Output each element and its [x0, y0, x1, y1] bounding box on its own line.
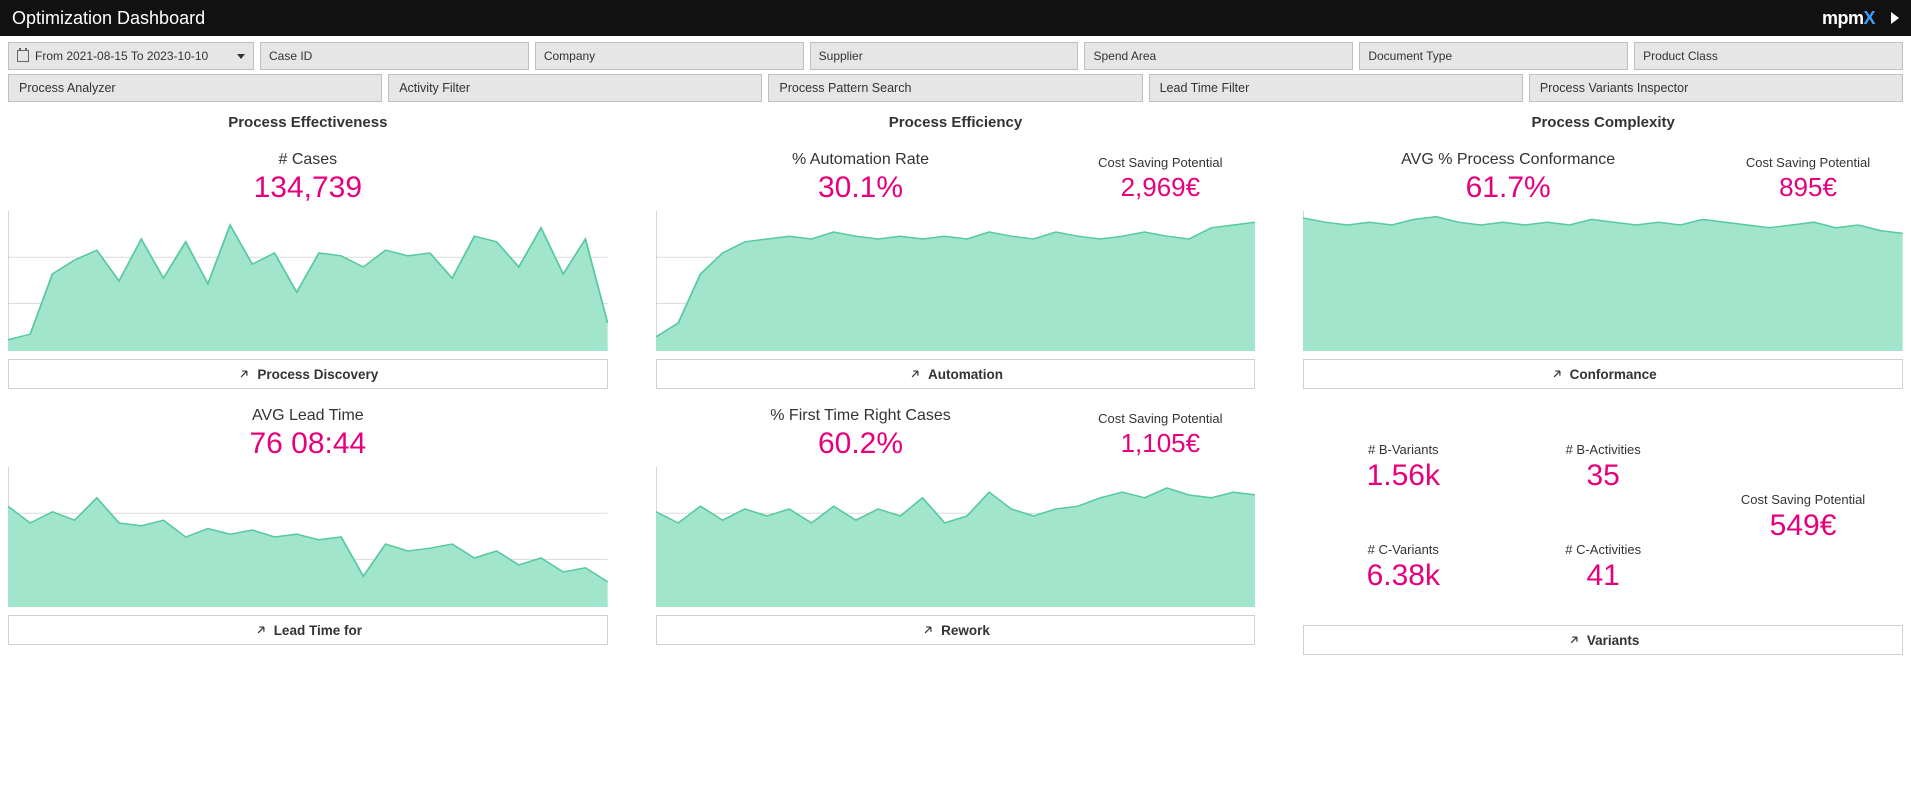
card-lead-time: AVG Lead Time 76 08:44 Lead Time for	[8, 407, 608, 655]
automation-cost-value: 2,969€	[1065, 172, 1255, 203]
share-icon	[921, 623, 935, 637]
variants-cost-label: Cost Saving Potential	[1703, 492, 1903, 507]
rework-link-label: Rework	[941, 623, 990, 638]
tool-process-variants-inspector[interactable]: Process Variants Inspector	[1529, 74, 1903, 102]
process-discovery-button[interactable]: Process Discovery	[8, 359, 608, 389]
share-icon	[1567, 633, 1581, 647]
card-automation: % Automation Rate 30.1% Cost Saving Pote…	[656, 151, 1256, 389]
card-cases: # Cases 134,739 Process Discovery	[8, 151, 608, 389]
card-ftr: % First Time Right Cases 60.2% Cost Savi…	[656, 407, 1256, 655]
process-discovery-label: Process Discovery	[257, 367, 378, 382]
filter-supplier[interactable]: Supplier	[810, 42, 1079, 70]
filter-document-type[interactable]: Document Type	[1359, 42, 1628, 70]
tool-lead-time-filter[interactable]: Lead Time Filter	[1149, 74, 1523, 102]
logo-text: mpm	[1822, 8, 1864, 29]
automation-link-label: Automation	[928, 367, 1003, 382]
cases-label: # Cases	[8, 151, 608, 169]
conformance-label: AVG % Process Conformance	[1303, 151, 1713, 169]
filter-company[interactable]: Company	[535, 42, 804, 70]
tool-activity-filter[interactable]: Activity Filter	[388, 74, 762, 102]
conformance-link-label: Conformance	[1570, 367, 1657, 382]
ftr-value: 60.2%	[656, 427, 1066, 461]
conformance-chart	[1303, 211, 1903, 351]
automation-value: 30.1%	[656, 171, 1066, 205]
automation-chart	[656, 211, 1256, 351]
automation-label: % Automation Rate	[656, 151, 1066, 169]
page-title: Optimization Dashboard	[12, 8, 205, 29]
section-complexity: Process Complexity	[1303, 108, 1903, 133]
lead-time-link-label: Lead Time for	[274, 623, 362, 638]
card-conformance: AVG % Process Conformance 61.7% Cost Sav…	[1303, 151, 1903, 389]
c-activities-label: # C-Activities	[1503, 542, 1703, 557]
expand-sidebar-icon[interactable]	[1891, 12, 1899, 24]
conformance-cost-label: Cost Saving Potential	[1713, 155, 1903, 170]
b-variants-value: 1.56k	[1303, 459, 1503, 493]
filter-case-id[interactable]: Case ID	[260, 42, 529, 70]
filters-row: From 2021-08-15 To 2023-10-10 Case ID Co…	[0, 36, 1911, 74]
variants-cost-value: 549€	[1703, 509, 1903, 543]
calendar-icon	[17, 50, 29, 62]
caret-down-icon	[237, 54, 245, 59]
logo: mpmX	[1822, 8, 1875, 29]
titlebar: Optimization Dashboard mpmX	[0, 0, 1911, 36]
section-efficiency: Process Efficiency	[656, 108, 1256, 133]
section-effectiveness: Process Effectiveness	[8, 108, 608, 133]
automation-button[interactable]: Automation	[656, 359, 1256, 389]
rework-button[interactable]: Rework	[656, 615, 1256, 645]
tool-process-analyzer[interactable]: Process Analyzer	[8, 74, 382, 102]
cases-chart	[8, 211, 608, 351]
automation-cost-label: Cost Saving Potential	[1065, 155, 1255, 170]
ftr-label: % First Time Right Cases	[656, 407, 1066, 425]
variants-link-label: Variants	[1587, 633, 1640, 648]
b-variants-label: # B-Variants	[1303, 442, 1503, 457]
leadtime-chart	[8, 467, 608, 607]
date-range-filter[interactable]: From 2021-08-15 To 2023-10-10	[8, 42, 254, 70]
leadtime-label: AVG Lead Time	[8, 407, 608, 425]
variants-button[interactable]: Variants	[1303, 625, 1903, 655]
conformance-value: 61.7%	[1303, 171, 1713, 205]
cases-value: 134,739	[8, 171, 608, 205]
filter-product-class[interactable]: Product Class	[1634, 42, 1903, 70]
conformance-cost-value: 895€	[1713, 172, 1903, 203]
share-icon	[254, 623, 268, 637]
lead-time-button[interactable]: Lead Time for	[8, 615, 608, 645]
c-variants-value: 6.38k	[1303, 559, 1503, 593]
share-icon	[908, 367, 922, 381]
ftr-cost-label: Cost Saving Potential	[1065, 411, 1255, 426]
ftr-chart	[656, 467, 1256, 607]
tools-row: Process Analyzer Activity Filter Process…	[0, 74, 1911, 108]
logo-x: X	[1863, 8, 1875, 29]
card-variants: # B-Variants 1.56k # B-Activities 35 Cos…	[1303, 407, 1903, 655]
ftr-cost-value: 1,105€	[1065, 428, 1255, 459]
leadtime-value: 76 08:44	[8, 427, 608, 461]
dashboard-grid: Process Effectiveness Process Efficiency…	[0, 108, 1911, 663]
date-range-text: From 2021-08-15 To 2023-10-10	[35, 49, 208, 63]
share-icon	[237, 367, 251, 381]
c-activities-value: 41	[1503, 559, 1703, 593]
filter-spend-area[interactable]: Spend Area	[1084, 42, 1353, 70]
c-variants-label: # C-Variants	[1303, 542, 1503, 557]
b-activities-value: 35	[1503, 459, 1703, 493]
share-icon	[1550, 367, 1564, 381]
conformance-button[interactable]: Conformance	[1303, 359, 1903, 389]
titlebar-right: mpmX	[1822, 8, 1899, 29]
tool-process-pattern-search[interactable]: Process Pattern Search	[768, 74, 1142, 102]
b-activities-label: # B-Activities	[1503, 442, 1703, 457]
